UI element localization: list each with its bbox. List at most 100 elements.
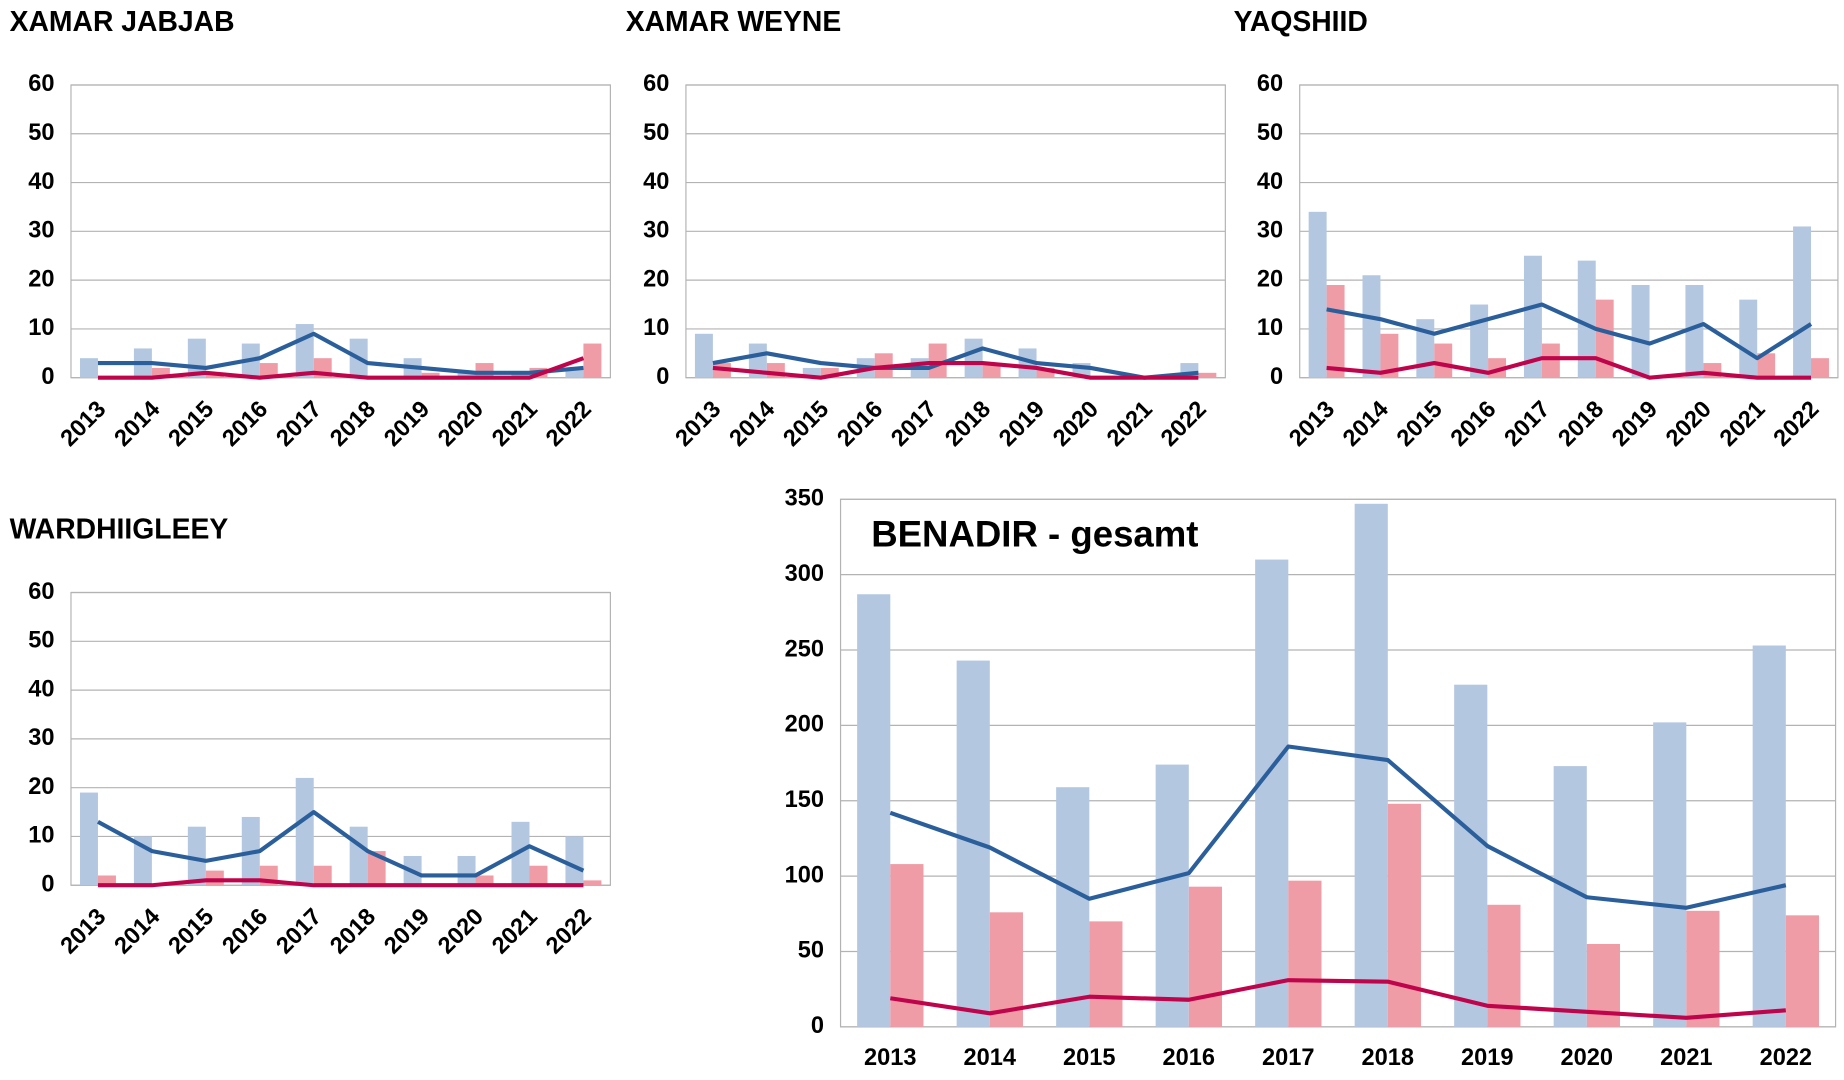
line — [712, 361, 1199, 380]
x-tick-label: 2021 — [487, 904, 543, 960]
y-tick-label: 300 — [785, 561, 824, 587]
bar — [97, 875, 116, 886]
bar — [982, 363, 1001, 378]
chart: XAMAR JABJAB0102030405060201320142015201… — [10, 6, 611, 452]
x-tick-label: 2014 — [110, 904, 166, 960]
x-tick-label: 2018 — [1362, 1045, 1414, 1071]
y-tick-label: 100 — [785, 862, 824, 888]
y-tick-label: 20 — [1257, 266, 1283, 292]
y-tick-label: 30 — [1257, 218, 1283, 244]
bar — [1288, 880, 1322, 1027]
x-tick-label: 2020 — [433, 396, 489, 452]
line — [889, 978, 1786, 1020]
line — [97, 878, 584, 888]
y-tick-label: 50 — [1257, 120, 1283, 146]
bar — [1362, 275, 1381, 378]
bar — [1308, 211, 1327, 378]
x-tick-label: 2016 — [218, 396, 274, 452]
bar — [1793, 226, 1812, 378]
x-tick-label: 2022 — [1769, 396, 1825, 452]
y-tick-label: 200 — [785, 712, 824, 738]
x-tick-label: 2020 — [1561, 1045, 1614, 1071]
y-tick-label: 0 — [41, 364, 54, 390]
x-tick-label: 2021 — [1715, 396, 1771, 452]
x-tick-label: 2013 — [1284, 396, 1340, 452]
x-tick-label: 2016 — [1446, 396, 1502, 452]
x-tick-label: 2017 — [272, 904, 328, 960]
y-tick-label: 40 — [28, 169, 54, 195]
bar — [1454, 684, 1488, 1027]
y-tick-label: 350 — [785, 486, 824, 512]
bar — [421, 372, 440, 378]
x-tick-label: 2014 — [1338, 396, 1394, 452]
x-tick-label: 2018 — [940, 396, 996, 452]
bar — [1523, 255, 1542, 378]
x-tick-label: 2022 — [541, 396, 597, 452]
x-tick-label: 2021 — [1102, 396, 1158, 452]
x-tick-label: 2022 — [541, 904, 597, 960]
y-tick-label: 50 — [28, 628, 54, 654]
y-tick-label: 60 — [28, 71, 54, 97]
plot-border — [839, 498, 1837, 1028]
bar — [857, 594, 891, 1027]
line — [97, 356, 585, 380]
bar — [1686, 910, 1720, 1027]
y-tick-label: 40 — [643, 169, 669, 195]
bar — [820, 367, 839, 378]
chart-title: BENADIR - gesamt — [871, 514, 1198, 555]
y-tick-label: 10 — [28, 823, 54, 849]
y-tick-label: 250 — [785, 636, 824, 662]
line — [96, 810, 585, 878]
y-tick-label: 40 — [28, 676, 54, 702]
bar — [205, 870, 224, 886]
x-tick-label: 2014 — [110, 396, 166, 452]
plot-border — [1299, 84, 1839, 379]
plot-border — [70, 84, 611, 379]
bar — [1752, 645, 1786, 1027]
bar — [1685, 285, 1704, 378]
x-tick-label: 2014 — [725, 396, 781, 452]
chart-title: YAQSHIID — [1234, 6, 1368, 38]
x-tick-label: 2022 — [1156, 396, 1212, 452]
bar — [1380, 333, 1399, 378]
bar — [259, 363, 278, 378]
line — [97, 331, 584, 375]
y-tick-label: 50 — [28, 120, 54, 146]
x-tick-label: 2019 — [994, 396, 1050, 452]
x-tick-label: 2016 — [833, 396, 889, 452]
x-tick-label: 2019 — [379, 396, 435, 452]
bar — [457, 855, 476, 886]
y-tick-label: 60 — [1257, 71, 1283, 97]
y-tick-label: 10 — [643, 315, 669, 341]
bar — [1595, 299, 1614, 378]
x-tick-label: 2019 — [1461, 1045, 1514, 1071]
bar — [694, 333, 713, 378]
bar — [565, 367, 584, 378]
x-tick-label: 2017 — [887, 396, 943, 452]
chart-title: XAMAR JABJAB — [10, 6, 235, 38]
x-tick-label: 2021 — [487, 396, 543, 452]
y-tick-label: 60 — [643, 71, 669, 97]
y-tick-label: 20 — [28, 774, 54, 800]
x-tick-label: 2016 — [218, 904, 274, 960]
x-tick-label: 2015 — [1063, 1045, 1116, 1071]
x-tick-label: 2016 — [1163, 1045, 1216, 1071]
bar — [295, 324, 314, 378]
bar — [1541, 343, 1560, 378]
y-tick-label: 20 — [643, 266, 669, 292]
x-tick-label: 2014 — [964, 1045, 1017, 1071]
x-tick-label: 2017 — [1500, 396, 1556, 452]
bar — [1387, 803, 1421, 1027]
bar — [367, 851, 386, 886]
bar — [1198, 372, 1217, 378]
bar — [475, 875, 494, 886]
x-tick-label: 2013 — [671, 396, 727, 452]
y-tick-label: 20 — [28, 266, 54, 292]
bar — [511, 821, 530, 886]
line — [1326, 302, 1813, 361]
chart: WARDHIIGLEEY0102030405060201320142015201… — [10, 514, 611, 960]
chart: BENADIR - gesamt 0 50 100 150 200 250 300 350 201… — [785, 486, 1837, 1071]
bar — [457, 372, 476, 378]
